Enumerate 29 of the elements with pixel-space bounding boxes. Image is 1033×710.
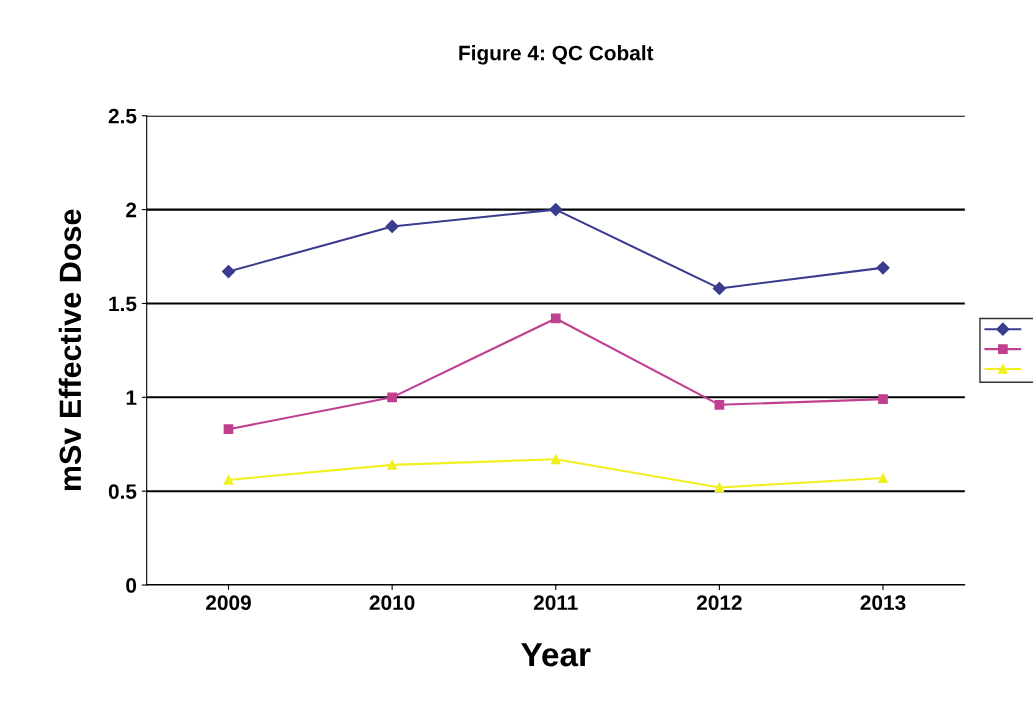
point: [221, 264, 236, 279]
x-tick-label: 2012: [696, 595, 742, 611]
point: [387, 460, 397, 470]
y-tick-label: 2.5: [108, 108, 137, 124]
y-tick-label: 1.5: [109, 296, 137, 312]
point: [550, 313, 561, 324]
point: [387, 392, 397, 403]
point: [876, 261, 890, 275]
point: [714, 399, 725, 410]
x-tick-label: 2013: [860, 595, 906, 611]
point: [712, 281, 726, 296]
y-axis-title: mSv Effective Dose: [58, 209, 82, 491]
point: [714, 482, 725, 493]
point: [878, 473, 888, 483]
point: [549, 203, 563, 217]
point: [550, 454, 561, 465]
point: [385, 219, 399, 234]
chart-title: Figure 4: QC Cobalt: [459, 45, 654, 65]
y-tick-label: 2: [126, 202, 137, 218]
x-tick-label: 2009: [206, 595, 251, 611]
y-tick-label: 0: [126, 578, 137, 593]
point: [223, 475, 234, 485]
x-axis-title: Year: [521, 643, 591, 667]
x-tick-label: 2010: [369, 595, 415, 611]
x-tick-label: 2011: [533, 595, 578, 611]
y-tick-label: 1: [126, 390, 137, 405]
point: [878, 394, 888, 405]
point: [223, 424, 234, 435]
y-tick-label: 0.5: [108, 484, 137, 499]
